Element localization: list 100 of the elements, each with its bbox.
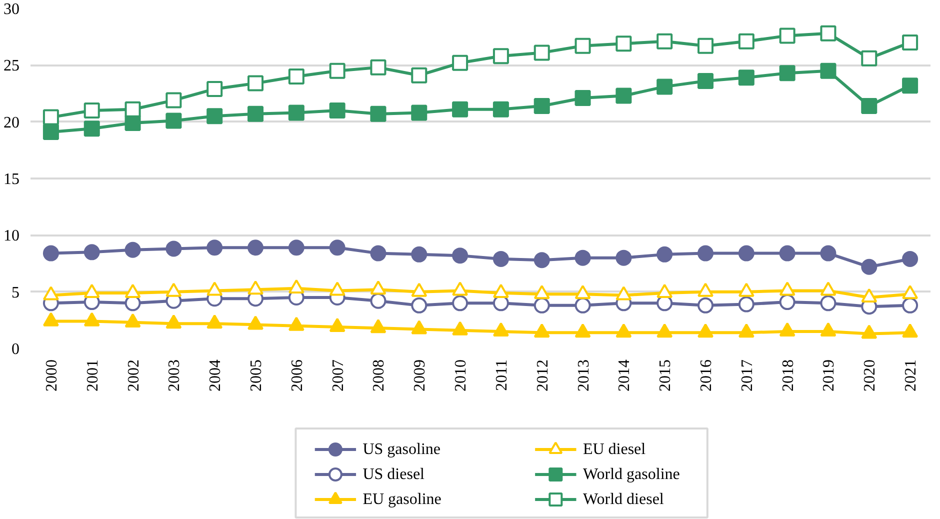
point <box>206 80 223 97</box>
x-tick-label: 2008 <box>370 360 388 392</box>
point <box>84 244 100 260</box>
legend-label: EU diesel <box>582 441 646 458</box>
point <box>574 38 591 54</box>
x-tick-label: 2013 <box>575 360 592 392</box>
x-tick-label: 2003 <box>166 360 184 392</box>
point <box>820 295 836 312</box>
point <box>124 284 141 298</box>
point <box>329 240 346 256</box>
point <box>779 322 796 337</box>
point <box>738 296 754 312</box>
point <box>411 67 428 84</box>
x-tick-label: 2021 <box>902 360 920 392</box>
x-tick-label: 2004 <box>207 360 224 392</box>
point <box>534 285 550 300</box>
point <box>534 252 550 268</box>
point <box>492 101 509 118</box>
y-tick-label: 20 <box>4 114 20 132</box>
point <box>656 284 673 298</box>
point <box>248 316 264 330</box>
point <box>166 314 182 329</box>
point <box>902 250 918 267</box>
point <box>861 288 878 303</box>
point <box>779 65 796 82</box>
point <box>84 102 100 118</box>
x-tick-label: 2011 <box>493 360 510 391</box>
point <box>779 294 796 310</box>
x-tick-label: 2010 <box>452 360 470 392</box>
point <box>452 282 468 296</box>
legend-label: US gasoline <box>362 441 441 458</box>
point <box>534 98 550 114</box>
point <box>779 28 796 44</box>
point <box>42 245 59 262</box>
point <box>248 75 264 92</box>
point <box>42 109 59 126</box>
point <box>329 62 346 79</box>
point <box>166 112 182 129</box>
point <box>370 280 386 295</box>
point <box>166 92 182 108</box>
point <box>861 50 878 66</box>
point <box>616 250 632 266</box>
point <box>902 34 918 50</box>
point <box>492 284 509 298</box>
x-tick-label: 2014 <box>616 360 634 392</box>
point <box>492 250 509 267</box>
point <box>288 240 304 256</box>
point <box>698 324 714 338</box>
point <box>411 282 428 297</box>
x-tick-label: 2006 <box>288 360 306 392</box>
point <box>452 295 468 312</box>
point <box>779 282 796 296</box>
point <box>738 282 754 297</box>
point <box>820 282 836 296</box>
legend-label: World diesel <box>582 491 664 508</box>
point <box>656 246 673 262</box>
point <box>42 312 59 326</box>
point <box>370 292 386 309</box>
point <box>738 33 754 50</box>
point <box>616 286 632 300</box>
point <box>861 324 878 339</box>
point <box>124 242 141 258</box>
point <box>492 48 509 64</box>
point <box>206 282 223 296</box>
point <box>534 297 550 314</box>
point <box>902 285 918 300</box>
legend-label: US diesel <box>362 466 426 483</box>
x-tick-label: 2005 <box>248 360 265 392</box>
x-tick-label: 2002 <box>125 360 142 392</box>
point <box>698 297 714 314</box>
point <box>820 245 836 262</box>
point <box>738 324 754 338</box>
point <box>616 36 632 52</box>
point <box>42 124 59 140</box>
point <box>248 106 264 122</box>
point <box>574 297 591 314</box>
legend-label: EU gasoline <box>362 491 442 508</box>
point <box>42 286 59 300</box>
point <box>452 248 468 264</box>
point <box>616 324 632 338</box>
point <box>124 313 141 328</box>
point <box>288 68 304 84</box>
point <box>288 279 304 294</box>
point <box>574 250 591 266</box>
point <box>820 322 836 337</box>
point <box>902 297 918 314</box>
point <box>84 120 100 137</box>
x-tick-label: 2019 <box>820 360 838 392</box>
point <box>574 90 591 106</box>
y-tick-label: 25 <box>4 58 20 75</box>
point <box>370 106 386 122</box>
point <box>698 73 714 90</box>
x-tick-label: 2000 <box>43 360 60 392</box>
point <box>411 104 428 121</box>
point <box>779 245 796 262</box>
point <box>698 38 714 54</box>
point <box>411 297 428 314</box>
point <box>902 78 918 94</box>
point <box>84 284 100 298</box>
point <box>370 245 386 262</box>
